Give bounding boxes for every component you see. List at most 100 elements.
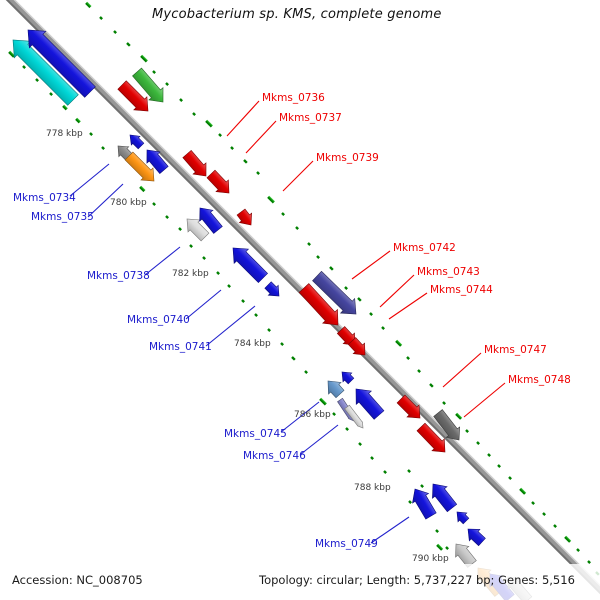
gene-arrow[interactable]	[467, 528, 486, 547]
gene-arrow[interactable]	[355, 388, 385, 420]
density-tick	[281, 212, 285, 216]
density-tick	[420, 484, 424, 488]
gene-arrow[interactable]	[344, 404, 364, 429]
gene-arrow[interactable]	[27, 29, 96, 98]
gene-arrow-Mkms_0743[interactable]	[298, 283, 339, 326]
density-tick	[304, 370, 308, 374]
density-tick	[519, 488, 526, 495]
gene-arrow-Mkms_0739[interactable]	[236, 208, 253, 226]
gene-arrow-Mkms_0737[interactable]	[206, 169, 230, 194]
density-tick	[254, 313, 258, 317]
gene-arrow[interactable]	[132, 67, 164, 103]
density-tick-highlight	[86, 1, 92, 7]
density-tick	[126, 42, 131, 47]
gene-arrow-Mkms_0747[interactable]	[396, 394, 421, 419]
gene-arrow[interactable]	[117, 80, 149, 112]
gene-label-Mkms_0738[interactable]: Mkms_0738	[87, 270, 150, 282]
gene-arrow-Mkms_0740[interactable]	[232, 247, 269, 284]
gene-label-Mkms_0746[interactable]: Mkms_0746	[243, 450, 306, 462]
density-tick	[576, 548, 580, 552]
density-tick	[178, 227, 182, 231]
density-tick	[445, 546, 449, 550]
density-tick	[113, 30, 117, 34]
density-tick	[381, 326, 385, 330]
gene-arrow[interactable]	[432, 483, 458, 513]
gene-arrow-Mkms_0749[interactable]	[412, 488, 437, 520]
density-tick	[395, 340, 402, 347]
gene-label-Mkms_0740[interactable]: Mkms_0740	[127, 314, 190, 326]
density-tick	[442, 401, 446, 405]
gene-arrow-Mkms_0742[interactable]	[312, 270, 357, 315]
label-leader-line	[388, 292, 428, 320]
density-tick	[316, 255, 320, 259]
density-tick	[417, 369, 421, 373]
density-tick	[267, 328, 271, 332]
gene-arrow[interactable]	[129, 134, 145, 150]
density-tick	[89, 132, 93, 136]
density-tick-highlight	[140, 185, 146, 191]
label-leader-line	[69, 163, 110, 197]
gene-label-Mkms_0745[interactable]: Mkms_0745	[224, 428, 287, 440]
density-tick	[358, 442, 362, 446]
gene-arrow-Mkms_0736[interactable]	[182, 149, 207, 177]
density-tick	[429, 383, 434, 388]
density-tick	[542, 512, 546, 516]
label-leader-line	[463, 382, 506, 418]
density-tick	[408, 500, 412, 504]
gene-arrow[interactable]	[12, 39, 79, 106]
gene-arrow[interactable]	[416, 422, 446, 453]
gene-label-Mkms_0736[interactable]: Mkms_0736	[262, 92, 325, 104]
gene-label-Mkms_0743[interactable]: Mkms_0743	[417, 266, 480, 278]
density-tick-highlight	[320, 397, 327, 405]
gene-label-Mkms_0749[interactable]: Mkms_0749	[315, 538, 378, 550]
gene-arrow[interactable]	[146, 149, 169, 175]
gene-arrow[interactable]	[347, 337, 366, 356]
density-tick	[218, 133, 222, 137]
gene-arrow[interactable]	[199, 207, 223, 234]
label-leader-line	[370, 516, 410, 544]
density-tick	[295, 226, 299, 230]
density-tick	[319, 398, 327, 406]
gene-arrow[interactable]	[341, 371, 355, 385]
density-tick	[189, 244, 193, 248]
gene-arrow-Mkms_0735[interactable]	[124, 151, 155, 182]
gene-arrow-Mkms_0748[interactable]	[433, 409, 461, 441]
gene-label-Mkms_0748[interactable]: Mkms_0748	[508, 374, 571, 386]
density-tick	[476, 441, 480, 445]
density-tick	[564, 536, 571, 543]
density-tick	[267, 196, 275, 204]
density-tick-highlight	[437, 543, 444, 550]
label-leader-line	[226, 100, 260, 137]
density-tick	[369, 312, 373, 316]
gene-label-Mkms_0744[interactable]: Mkms_0744	[430, 284, 493, 296]
gene-label-Mkms_0737[interactable]: Mkms_0737	[279, 112, 342, 124]
density-tick	[179, 98, 183, 102]
scale-label-790-kbp: 790 kbp	[412, 554, 449, 564]
density-tick	[344, 286, 348, 290]
gene-arrow[interactable]	[456, 511, 470, 525]
density-tick	[307, 242, 311, 246]
gene-arrow-Mkms_0738[interactable]	[186, 218, 210, 242]
density-tick	[587, 560, 591, 564]
density-tick-highlight	[520, 487, 527, 494]
label-leader-line	[185, 289, 222, 320]
density-tick	[553, 524, 557, 528]
gene-label-Mkms_0742[interactable]: Mkms_0742	[393, 242, 456, 254]
gene-label-Mkms_0747[interactable]: Mkms_0747	[484, 344, 547, 356]
density-tick	[357, 297, 362, 302]
density-tick-highlight	[206, 119, 213, 127]
density-tick	[49, 92, 53, 96]
density-tick	[406, 356, 410, 360]
label-leader-line	[87, 183, 124, 218]
gene-label-Mkms_0735[interactable]: Mkms_0735	[31, 211, 94, 223]
scale-label-788-kbp: 788 kbp	[354, 483, 391, 493]
gene-label-Mkms_0739[interactable]: Mkms_0739	[316, 152, 379, 164]
gene-label-Mkms_0741[interactable]: Mkms_0741	[149, 341, 212, 353]
gene-arrow-Mkms_0745[interactable]	[327, 380, 345, 399]
density-tick	[165, 215, 169, 219]
density-tick	[291, 356, 296, 361]
label-leader-line	[442, 352, 482, 388]
gene-label-Mkms_0734[interactable]: Mkms_0734	[13, 192, 76, 204]
gene-arrow-Mkms_0741[interactable]	[264, 281, 280, 297]
density-tick-highlight	[268, 195, 275, 203]
